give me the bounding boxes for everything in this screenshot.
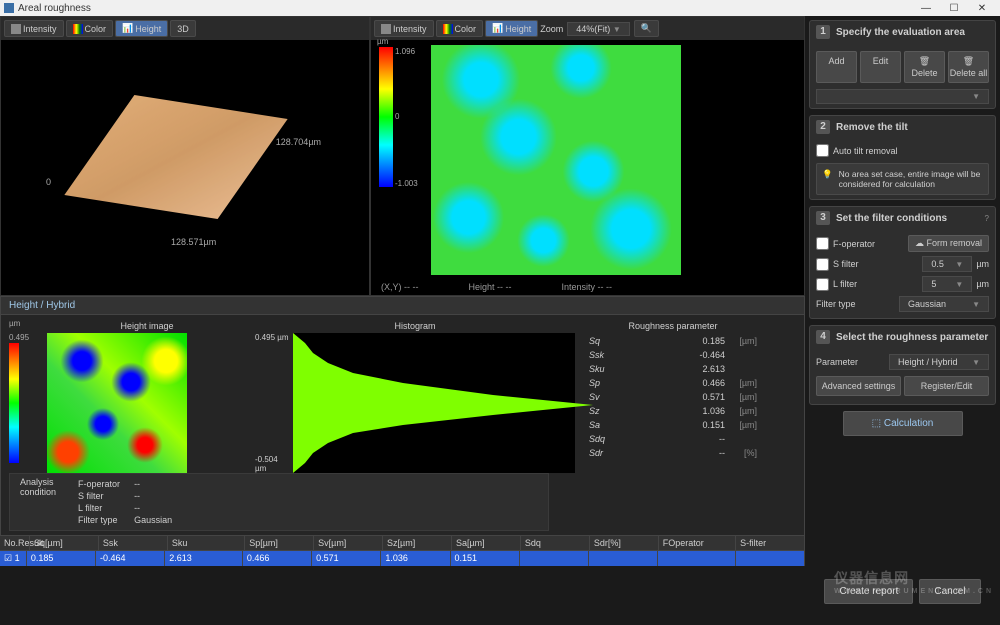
cloud-icon: ☁ bbox=[915, 238, 924, 248]
f-operator-checkbox[interactable] bbox=[816, 237, 829, 250]
step-1: 1 Specify the evaluation area Add Edit 🗑D… bbox=[809, 20, 996, 109]
height-icon: 📊 bbox=[492, 23, 503, 34]
hint-box: 💡No area set case, entire image will be … bbox=[816, 163, 989, 195]
step-num: 3 bbox=[816, 211, 830, 225]
dim-y: 128.704µm bbox=[276, 137, 321, 147]
results-header: No.ResultSq[µm]SskSkuSp[µm]Sv[µm]Sz[µm]S… bbox=[0, 536, 805, 551]
surface-plate bbox=[64, 95, 287, 219]
s-filter-value[interactable]: 0.5▼ bbox=[922, 256, 972, 272]
hh-title: Height / Hybrid bbox=[1, 297, 804, 315]
cb-min: -1.003 bbox=[395, 179, 418, 188]
trash-icon: 🗑 bbox=[963, 56, 974, 67]
toolbar-map: Intensity Color 📊Height Zoom 44%(Fit) ▼ … bbox=[371, 17, 804, 40]
step-2: 2Remove the tilt Auto tilt removal 💡No a… bbox=[809, 115, 996, 200]
height-icon: 📊 bbox=[122, 23, 133, 34]
colorbar bbox=[379, 47, 393, 187]
edit-button[interactable]: Edit bbox=[860, 51, 901, 83]
watermark: 仪器信息网 WWW.INSTRUMENT.COM.CN bbox=[834, 568, 994, 595]
area-select[interactable]: ▼ bbox=[816, 89, 989, 104]
col1-title: Height image bbox=[47, 319, 247, 333]
filter-type-select[interactable]: Gaussian▼ bbox=[899, 296, 989, 312]
delete-button[interactable]: 🗑Delete bbox=[904, 51, 945, 83]
trash-icon: 🗑 bbox=[919, 56, 930, 67]
panel-3d: Intensity Color 📊Height 3D 128.704µm 128… bbox=[0, 16, 370, 296]
results-row[interactable]: ☑ 10.185-0.4642.6130.4660.5711.0360.151 bbox=[0, 551, 805, 566]
zoom-select[interactable]: 44%(Fit) ▼ bbox=[567, 22, 629, 36]
col2-title: Histogram bbox=[255, 319, 575, 333]
window-title: Areal roughness bbox=[18, 3, 91, 14]
search-icon: 🔍 bbox=[641, 23, 652, 34]
zoom-label: Zoom bbox=[540, 24, 563, 34]
xy-status: (X,Y) -- -- Height -- -- Intensity -- -- bbox=[381, 282, 794, 292]
map-height-button[interactable]: 📊Height bbox=[485, 20, 538, 37]
step-title: Specify the evaluation area bbox=[836, 27, 965, 38]
step-num: 4 bbox=[816, 330, 830, 344]
height-image-thumb[interactable] bbox=[47, 333, 187, 473]
mini-colorbar bbox=[9, 343, 19, 463]
title-bar: Areal roughness — ☐ ✕ bbox=[0, 0, 1000, 16]
3d-button[interactable]: 3D bbox=[170, 20, 196, 37]
results-table: No.ResultSq[µm]SskSkuSp[µm]Sv[µm]Sz[µm]S… bbox=[0, 536, 805, 571]
search-button[interactable]: 🔍 bbox=[634, 20, 659, 37]
cb-mid: 0 bbox=[395, 112, 399, 121]
panel-height-hybrid: Height / Hybrid µm 0.495 -0.504 Height i… bbox=[0, 296, 805, 536]
calculation-button[interactable]: ⬚ Calculation bbox=[843, 411, 963, 436]
cb-unit: µm bbox=[377, 37, 388, 46]
l-filter-checkbox[interactable] bbox=[816, 278, 829, 291]
panel-heightmap: Intensity Color 📊Height Zoom 44%(Fit) ▼ … bbox=[370, 16, 805, 296]
map-intensity-button[interactable]: Intensity bbox=[374, 20, 434, 37]
surface-3d-view[interactable]: 128.704µm 128.571µm 0 bbox=[61, 77, 291, 237]
roughness-params: Roughness parameter Sq0.185[µm]Ssk-0.464… bbox=[583, 319, 763, 511]
analysis-condition: Analysis condition F-operator-- S filter… bbox=[9, 473, 549, 531]
parameter-select[interactable]: Height / Hybrid▼ bbox=[889, 354, 989, 370]
height-button[interactable]: 📊Height bbox=[115, 20, 168, 37]
step-title: Set the filter conditions bbox=[836, 213, 947, 224]
auto-tilt-checkbox[interactable] bbox=[816, 144, 829, 157]
advanced-settings-button[interactable]: Advanced settings bbox=[816, 376, 901, 396]
minimize-button[interactable]: — bbox=[912, 3, 940, 14]
step-4: 4Select the roughness parameter Paramete… bbox=[809, 325, 996, 405]
sidebar: 1 Specify the evaluation area Add Edit 🗑D… bbox=[805, 16, 1000, 571]
bulb-icon: 💡 bbox=[822, 169, 833, 189]
close-button[interactable]: ✕ bbox=[968, 3, 996, 14]
dim-x: 128.571µm bbox=[171, 237, 216, 247]
step-title: Remove the tilt bbox=[836, 122, 908, 133]
calc-icon: ⬚ bbox=[872, 418, 881, 429]
height-map[interactable] bbox=[431, 45, 681, 275]
step-num: 2 bbox=[816, 120, 830, 134]
intensity-button[interactable]: Intensity bbox=[4, 20, 64, 37]
toolbar-3d: Intensity Color 📊Height 3D bbox=[1, 17, 369, 40]
l-filter-value[interactable]: 5▼ bbox=[922, 276, 972, 292]
histogram-svg bbox=[293, 333, 593, 473]
histogram bbox=[293, 333, 575, 473]
form-removal-button[interactable]: ☁ Form removal bbox=[908, 235, 989, 252]
map-color-button[interactable]: Color bbox=[436, 20, 484, 37]
dim-origin: 0 bbox=[46, 177, 51, 187]
add-button[interactable]: Add bbox=[816, 51, 857, 83]
color-button[interactable]: Color bbox=[66, 20, 114, 37]
s-filter-checkbox[interactable] bbox=[816, 258, 829, 271]
step-title: Select the roughness parameter bbox=[836, 332, 988, 343]
maximize-button[interactable]: ☐ bbox=[940, 3, 968, 14]
step-3: 3Set the filter conditions? F-operator☁ … bbox=[809, 206, 996, 319]
col3-title: Roughness parameter bbox=[583, 319, 763, 333]
step-num: 1 bbox=[816, 25, 830, 39]
app-icon bbox=[4, 3, 14, 13]
register-edit-button[interactable]: Register/Edit bbox=[904, 376, 989, 396]
cb-max: 1.096 bbox=[395, 47, 415, 56]
delete-all-button[interactable]: 🗑Delete all bbox=[948, 51, 989, 83]
